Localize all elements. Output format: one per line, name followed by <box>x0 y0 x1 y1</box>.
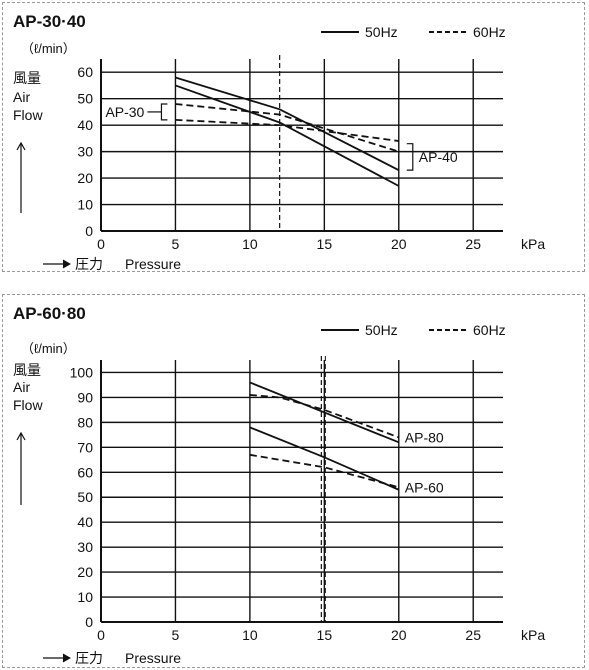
x-tick-label: 0 <box>97 627 105 643</box>
x-axis-label-jp: 圧力 <box>75 256 103 272</box>
y-axis-label-en: Air <box>13 89 30 105</box>
x-tick-label: 20 <box>391 236 407 252</box>
y-tick-label: 20 <box>77 170 93 186</box>
y-tick-label: 50 <box>77 489 93 505</box>
series-line-ap-60-60hz <box>249 453 400 489</box>
y-tick-label: 90 <box>77 389 93 405</box>
y-axis-label-en: Air <box>13 379 30 395</box>
y-axis-unit: （ℓ/min） <box>21 341 76 356</box>
ap-30-bracket <box>160 103 168 121</box>
x-tick-label: 15 <box>317 236 333 252</box>
legend-label-60hz: 60Hz <box>473 24 506 40</box>
x-tick-label: 25 <box>465 627 481 643</box>
legend-label-50hz: 50Hz <box>365 322 398 338</box>
x-tick-label: 15 <box>317 627 333 643</box>
y-axis-arrowhead-icon <box>16 431 26 441</box>
chart-title: AP-60·80 <box>13 304 86 323</box>
y-tick-label: 80 <box>77 414 93 430</box>
chart-panel-ap-30-40: AP-30·40 50Hz 60Hz （ℓ/min） 風量 Air Flow 0 10 20 30 4… <box>2 2 585 272</box>
series-line-ap-40-60hz <box>175 103 400 153</box>
annotation-ap-40: AP-40 <box>419 149 458 165</box>
series-line-ap-80-50hz <box>249 381 400 444</box>
y-axis-label-en: Flow <box>13 397 43 413</box>
y-axis-label-jp: 風量 <box>13 362 41 378</box>
y-tick-label: 60 <box>77 64 93 80</box>
x-axis-arrowhead-icon <box>62 259 72 269</box>
y-tick-label: 100 <box>70 364 94 380</box>
x-tick-label: 5 <box>172 627 180 643</box>
y-tick-label: 30 <box>77 539 93 555</box>
x-axis-label-en: Pressure <box>125 650 181 666</box>
y-tick-label: 40 <box>77 117 93 133</box>
y-tick-label: 40 <box>77 514 93 530</box>
x-tick-label: 10 <box>242 236 258 252</box>
x-axis-unit: kPa <box>521 236 545 252</box>
x-axis-arrowhead-icon <box>62 653 72 663</box>
y-axis-label-jp: 風量 <box>13 70 41 86</box>
y-tick-label: 0 <box>85 223 93 239</box>
y-tick-label: 60 <box>77 464 93 480</box>
x-axis-unit: kPa <box>521 627 545 643</box>
series-line-ap-40-50hz <box>175 76 400 171</box>
series-line-ap-80-60hz <box>249 394 400 439</box>
y-axis-unit: （ℓ/min） <box>21 41 76 56</box>
series-line-ap-60-50hz <box>249 426 400 491</box>
x-tick-label: 20 <box>391 627 407 643</box>
x-tick-label: 5 <box>172 236 180 252</box>
y-tick-label: 20 <box>77 564 93 580</box>
x-tick-label: 25 <box>465 236 481 252</box>
legend-label-50hz: 50Hz <box>365 24 398 40</box>
annotation-ap-30: AP-30 <box>105 104 144 120</box>
x-axis-label-jp: 圧力 <box>75 650 103 666</box>
chart-ap-30-40: AP-30·40 50Hz 60Hz （ℓ/min） 風量 Air Flow 0 10 20 30 4… <box>13 12 545 272</box>
annotation-ap-60: AP-60 <box>405 479 444 495</box>
y-axis-arrowhead-icon <box>16 141 26 151</box>
x-tick-label: 10 <box>242 627 258 643</box>
legend-label-60hz: 60Hz <box>473 322 506 338</box>
y-tick-label: 50 <box>77 91 93 107</box>
y-tick-label: 70 <box>77 439 93 455</box>
series-line-ap-30-60hz <box>175 118 399 142</box>
x-tick-label: 0 <box>97 236 105 252</box>
y-tick-label: 0 <box>85 614 93 630</box>
ap-40-bracket <box>406 143 414 171</box>
y-tick-label: 10 <box>77 589 93 605</box>
y-tick-label: 30 <box>77 144 93 160</box>
x-axis-label-en: Pressure <box>125 256 181 272</box>
chart-panel-ap-60-80: AP-60·80 50Hz 60Hz （ℓ/min） 風量 Air Flow 0 10 20 30 4… <box>2 294 585 668</box>
annotation-ap-80: AP-80 <box>405 429 444 445</box>
y-axis-label-en: Flow <box>13 107 43 123</box>
chart-title: AP-30·40 <box>13 12 86 31</box>
y-tick-label: 10 <box>77 197 93 213</box>
series-line-ap-30-50hz <box>175 84 400 187</box>
